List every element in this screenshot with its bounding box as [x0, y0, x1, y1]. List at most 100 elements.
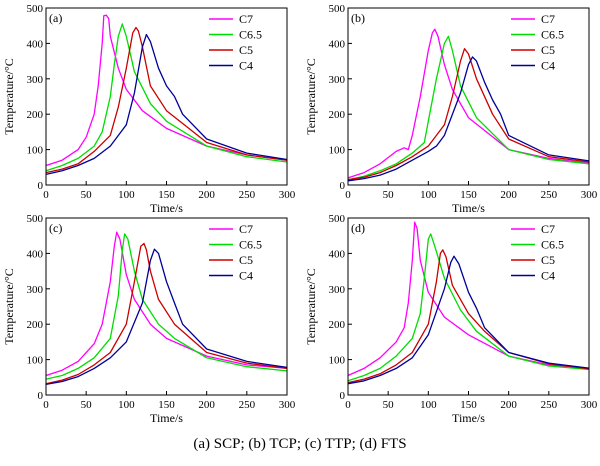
x-tick-label: 200 — [500, 399, 517, 411]
chart-panel: 0 50 100 150 200 250 300 0 100 200 300 400 500 Time/s… — [304, 3, 598, 215]
series-line — [347, 255, 590, 385]
y-tick-label: 200 — [27, 109, 44, 121]
series-line — [347, 233, 590, 382]
panel-label: (a) — [49, 11, 62, 25]
x-tick-label: 0 — [43, 399, 49, 411]
panel-label: (c) — [49, 221, 62, 235]
x-tick-label: 150 — [158, 399, 175, 411]
series-line — [45, 14, 288, 167]
x-tick-label: 50 — [383, 399, 395, 411]
series-line — [347, 56, 590, 182]
series-line — [45, 233, 288, 380]
y-tick-label: 500 — [329, 213, 346, 225]
x-tick-label: 200 — [198, 189, 215, 201]
legend-label: C7 — [239, 222, 253, 236]
legend-label: C6.5 — [239, 28, 262, 42]
x-axis-label: Time/s — [150, 411, 183, 425]
y-tick-label: 100 — [329, 355, 346, 367]
legend-label: C5 — [239, 253, 253, 267]
x-tick-label: 50 — [81, 399, 93, 411]
legend-label: C4 — [239, 269, 253, 283]
x-axis-label: Time/s — [150, 201, 183, 215]
x-tick-label: 150 — [158, 189, 175, 201]
legend-label: C7 — [239, 12, 253, 26]
x-tick-label: 250 — [239, 189, 256, 201]
chart-panel: 0 50 100 150 200 250 300 0 100 200 300 400 500 Time/s… — [2, 3, 296, 215]
series-line — [45, 23, 288, 172]
x-tick-label: 300 — [581, 399, 598, 411]
y-tick-label: 400 — [329, 38, 346, 50]
series-line — [347, 28, 590, 179]
legend-label: C4 — [541, 269, 555, 283]
x-tick-label: 300 — [581, 189, 598, 201]
series-line — [45, 26, 288, 174]
y-tick-label: 500 — [329, 3, 346, 15]
panel-label: (d) — [351, 221, 365, 235]
y-tick-label: 200 — [329, 319, 346, 331]
x-tick-label: 250 — [239, 399, 256, 411]
y-tick-label: 100 — [27, 355, 44, 367]
y-tick-label: 300 — [27, 284, 44, 296]
x-tick-label: 250 — [541, 189, 558, 201]
x-tick-label: 300 — [279, 399, 296, 411]
y-tick-label: 0 — [38, 180, 44, 192]
series-line — [347, 35, 590, 181]
y-tick-label: 0 — [340, 180, 346, 192]
y-tick-label: 100 — [27, 145, 44, 157]
legend-label: C6.5 — [541, 238, 564, 252]
y-tick-label: 400 — [27, 248, 44, 260]
y-tick-label: 300 — [329, 284, 346, 296]
legend-label: C5 — [541, 253, 555, 267]
y-tick-label: 400 — [329, 248, 346, 260]
x-tick-label: 0 — [345, 189, 351, 201]
series-line — [45, 33, 288, 176]
x-tick-label: 100 — [420, 189, 437, 201]
figure-caption: (a) SCP; (b) TCP; (c) TTP; (d) FTS — [193, 436, 407, 452]
chart-panel: 0 50 100 150 200 250 300 0 100 200 300 400 500 Time/s… — [2, 213, 296, 425]
legend-label: C5 — [239, 43, 253, 57]
x-tick-label: 50 — [383, 189, 395, 201]
legend-label: C6.5 — [541, 28, 564, 42]
y-axis-label: Temperature/°C — [304, 58, 318, 135]
chart-panel: 0 50 100 150 200 250 300 0 100 200 300 400 500 Time/s… — [304, 213, 598, 425]
legend-label: C7 — [541, 12, 555, 26]
x-axis-label: Time/s — [452, 411, 485, 425]
y-tick-label: 300 — [329, 74, 346, 86]
x-tick-label: 100 — [118, 189, 135, 201]
legend-label: C5 — [541, 43, 555, 57]
y-axis-label: Temperature/°C — [2, 58, 16, 135]
x-tick-label: 0 — [345, 399, 351, 411]
legend-label: C6.5 — [239, 238, 262, 252]
series-line — [347, 249, 590, 384]
y-tick-label: 200 — [27, 319, 44, 331]
x-tick-label: 150 — [460, 399, 477, 411]
x-tick-label: 200 — [500, 189, 517, 201]
y-axis-label: Temperature/°C — [2, 268, 16, 345]
x-tick-label: 0 — [43, 189, 49, 201]
y-axis-label: Temperature/°C — [304, 268, 318, 345]
x-axis-label: Time/s — [452, 201, 485, 215]
y-tick-label: 400 — [27, 38, 44, 50]
y-tick-label: 500 — [27, 3, 44, 15]
x-tick-label: 100 — [118, 399, 135, 411]
series-line — [347, 48, 590, 181]
y-tick-label: 0 — [340, 390, 346, 402]
y-tick-label: 0 — [38, 390, 44, 402]
legend-label: C4 — [541, 59, 555, 73]
x-tick-label: 200 — [198, 399, 215, 411]
legend-label: C4 — [239, 59, 253, 73]
legend-label: C7 — [541, 222, 555, 236]
y-tick-label: 200 — [329, 109, 346, 121]
x-tick-label: 100 — [420, 399, 437, 411]
series-line — [45, 231, 288, 377]
series-line — [45, 248, 288, 386]
x-tick-label: 250 — [541, 399, 558, 411]
y-tick-label: 500 — [27, 213, 44, 225]
x-tick-label: 300 — [279, 189, 296, 201]
x-tick-label: 50 — [81, 189, 93, 201]
panel-label: (b) — [351, 11, 365, 25]
y-tick-label: 300 — [27, 74, 44, 86]
series-line — [347, 221, 590, 377]
chart-grid: 0 50 100 150 200 250 3000100200300400500Time/s… — [2, 3, 598, 425]
